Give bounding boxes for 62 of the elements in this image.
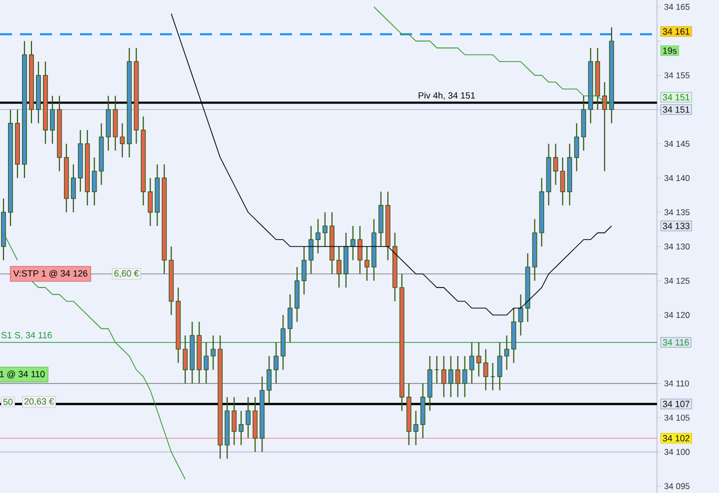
candlestick — [483, 348, 488, 391]
candlestick — [274, 342, 279, 384]
candlestick — [210, 334, 216, 370]
candlestick — [553, 143, 558, 186]
candlestick — [455, 356, 460, 398]
text: 19s — [663, 47, 677, 54]
candlestick — [497, 342, 502, 391]
y-tick-label: 34 165 — [664, 4, 690, 10]
candlestick — [413, 410, 418, 446]
y-tick-label: 34 095 — [664, 483, 690, 490]
candlestick — [602, 82, 608, 172]
candlestick — [322, 212, 328, 248]
candlestick — [462, 356, 468, 398]
candlestick — [308, 225, 314, 274]
candlestick — [316, 218, 320, 254]
candlestick — [302, 246, 306, 295]
text: 34 151 — [662, 106, 690, 113]
candlestick — [476, 342, 482, 378]
y-tick-label: 34 145 — [664, 140, 690, 147]
candlestick — [266, 356, 272, 405]
y-tick-label: 34 100 — [664, 448, 690, 455]
ref-line-label: 1 @ 34 110 — [0, 370, 45, 378]
ref-line-label: V:STP 1 @ 34 126 — [13, 270, 88, 278]
candlestick — [441, 356, 446, 398]
ref-line-label: Piv 4h, 34 151 — [418, 92, 475, 100]
ref-line-label: S1 S, 34 116 — [1, 332, 52, 340]
candlestick — [574, 122, 580, 172]
text: 34 151 — [662, 94, 690, 100]
candlestick — [50, 95, 55, 144]
text: 34 107 — [662, 400, 690, 408]
candlestick — [148, 177, 153, 227]
candlestick — [469, 342, 474, 384]
candlestick — [70, 164, 76, 213]
y-tick-label: 34 125 — [664, 278, 690, 284]
candlestick — [336, 246, 342, 288]
y-tick-label: 34 140 — [664, 175, 690, 182]
candlestick — [288, 294, 293, 343]
candlestick — [120, 122, 125, 158]
y-tick-label: 34 155 — [664, 72, 690, 78]
candlestick — [238, 410, 244, 446]
text: 34 116 — [662, 339, 689, 346]
y-tick-label: 34 120 — [664, 312, 690, 318]
candlestick — [92, 156, 97, 206]
annotation: 50 — [3, 398, 13, 406]
text: 34 133 — [662, 222, 690, 230]
candlestick — [182, 334, 188, 384]
candlestick — [232, 396, 237, 446]
candlestick — [364, 246, 370, 282]
y-tick-label: 34 130 — [664, 244, 690, 250]
text: 34 102 — [662, 435, 690, 442]
y-tick-label: 34 110 — [664, 380, 689, 386]
candlestick — [504, 334, 510, 370]
text: 34 161 — [662, 28, 690, 35]
candlestick — [358, 225, 362, 274]
y-tick-label: 34 105 — [664, 414, 690, 421]
annotation: 20,63 € — [24, 398, 54, 406]
candlestick — [560, 156, 566, 206]
candlestick — [448, 356, 454, 398]
annotation: 6,60 € — [114, 270, 139, 278]
y-tick-label: 34 135 — [664, 209, 690, 216]
candlestick — [204, 342, 209, 384]
candlestick — [246, 396, 251, 439]
